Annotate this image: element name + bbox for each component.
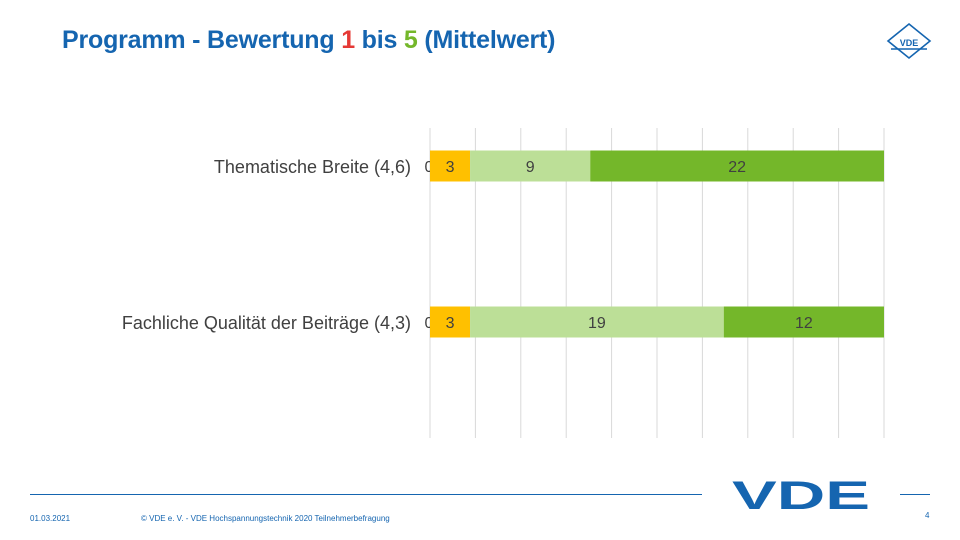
bar-segment	[470, 306, 724, 338]
category-label: Thematische Breite (4,6)	[214, 157, 411, 177]
category-label: Fachliche Qualität der Beiträge (4,3)	[122, 313, 411, 333]
data-label: 3	[446, 315, 455, 332]
footer-copyright: © VDE e. V. - VDE Hochspannungstechnik 2…	[141, 514, 390, 523]
bar-segment	[590, 150, 884, 182]
bar-segment	[470, 150, 591, 182]
title-suffix: (Mittelwert)	[417, 26, 556, 54]
data-label: 0	[425, 315, 434, 332]
title-number-5: 5	[403, 26, 418, 54]
footer-page-number: 4	[925, 511, 930, 520]
title-number-1: 1	[341, 26, 355, 54]
title-mid: bis	[354, 26, 404, 54]
data-label: 19	[588, 315, 606, 332]
data-label: 9	[526, 159, 535, 176]
title-prefix: Programm - Bewertung	[62, 26, 342, 54]
vde-logo-text: VDE	[732, 475, 870, 515]
footer-divider-right	[900, 494, 930, 495]
footer-date: 01.03.2021	[30, 514, 71, 523]
bar-segment	[723, 306, 884, 338]
page-title: Programm - Bewertung 1 bis 5 (Mittelwert…	[62, 26, 556, 55]
data-label: 12	[795, 315, 813, 332]
data-label: 22	[728, 159, 746, 176]
bar-segment	[430, 306, 471, 338]
footer-divider-left	[30, 494, 702, 495]
vde-logo-icon: VDE	[732, 475, 870, 515]
bar-segment	[430, 150, 471, 182]
data-label: 3	[446, 159, 455, 176]
vde-small-logo-text: VDE	[900, 38, 919, 48]
vde-small-logo-icon: VDE	[886, 22, 932, 60]
data-label: 0	[425, 159, 434, 176]
